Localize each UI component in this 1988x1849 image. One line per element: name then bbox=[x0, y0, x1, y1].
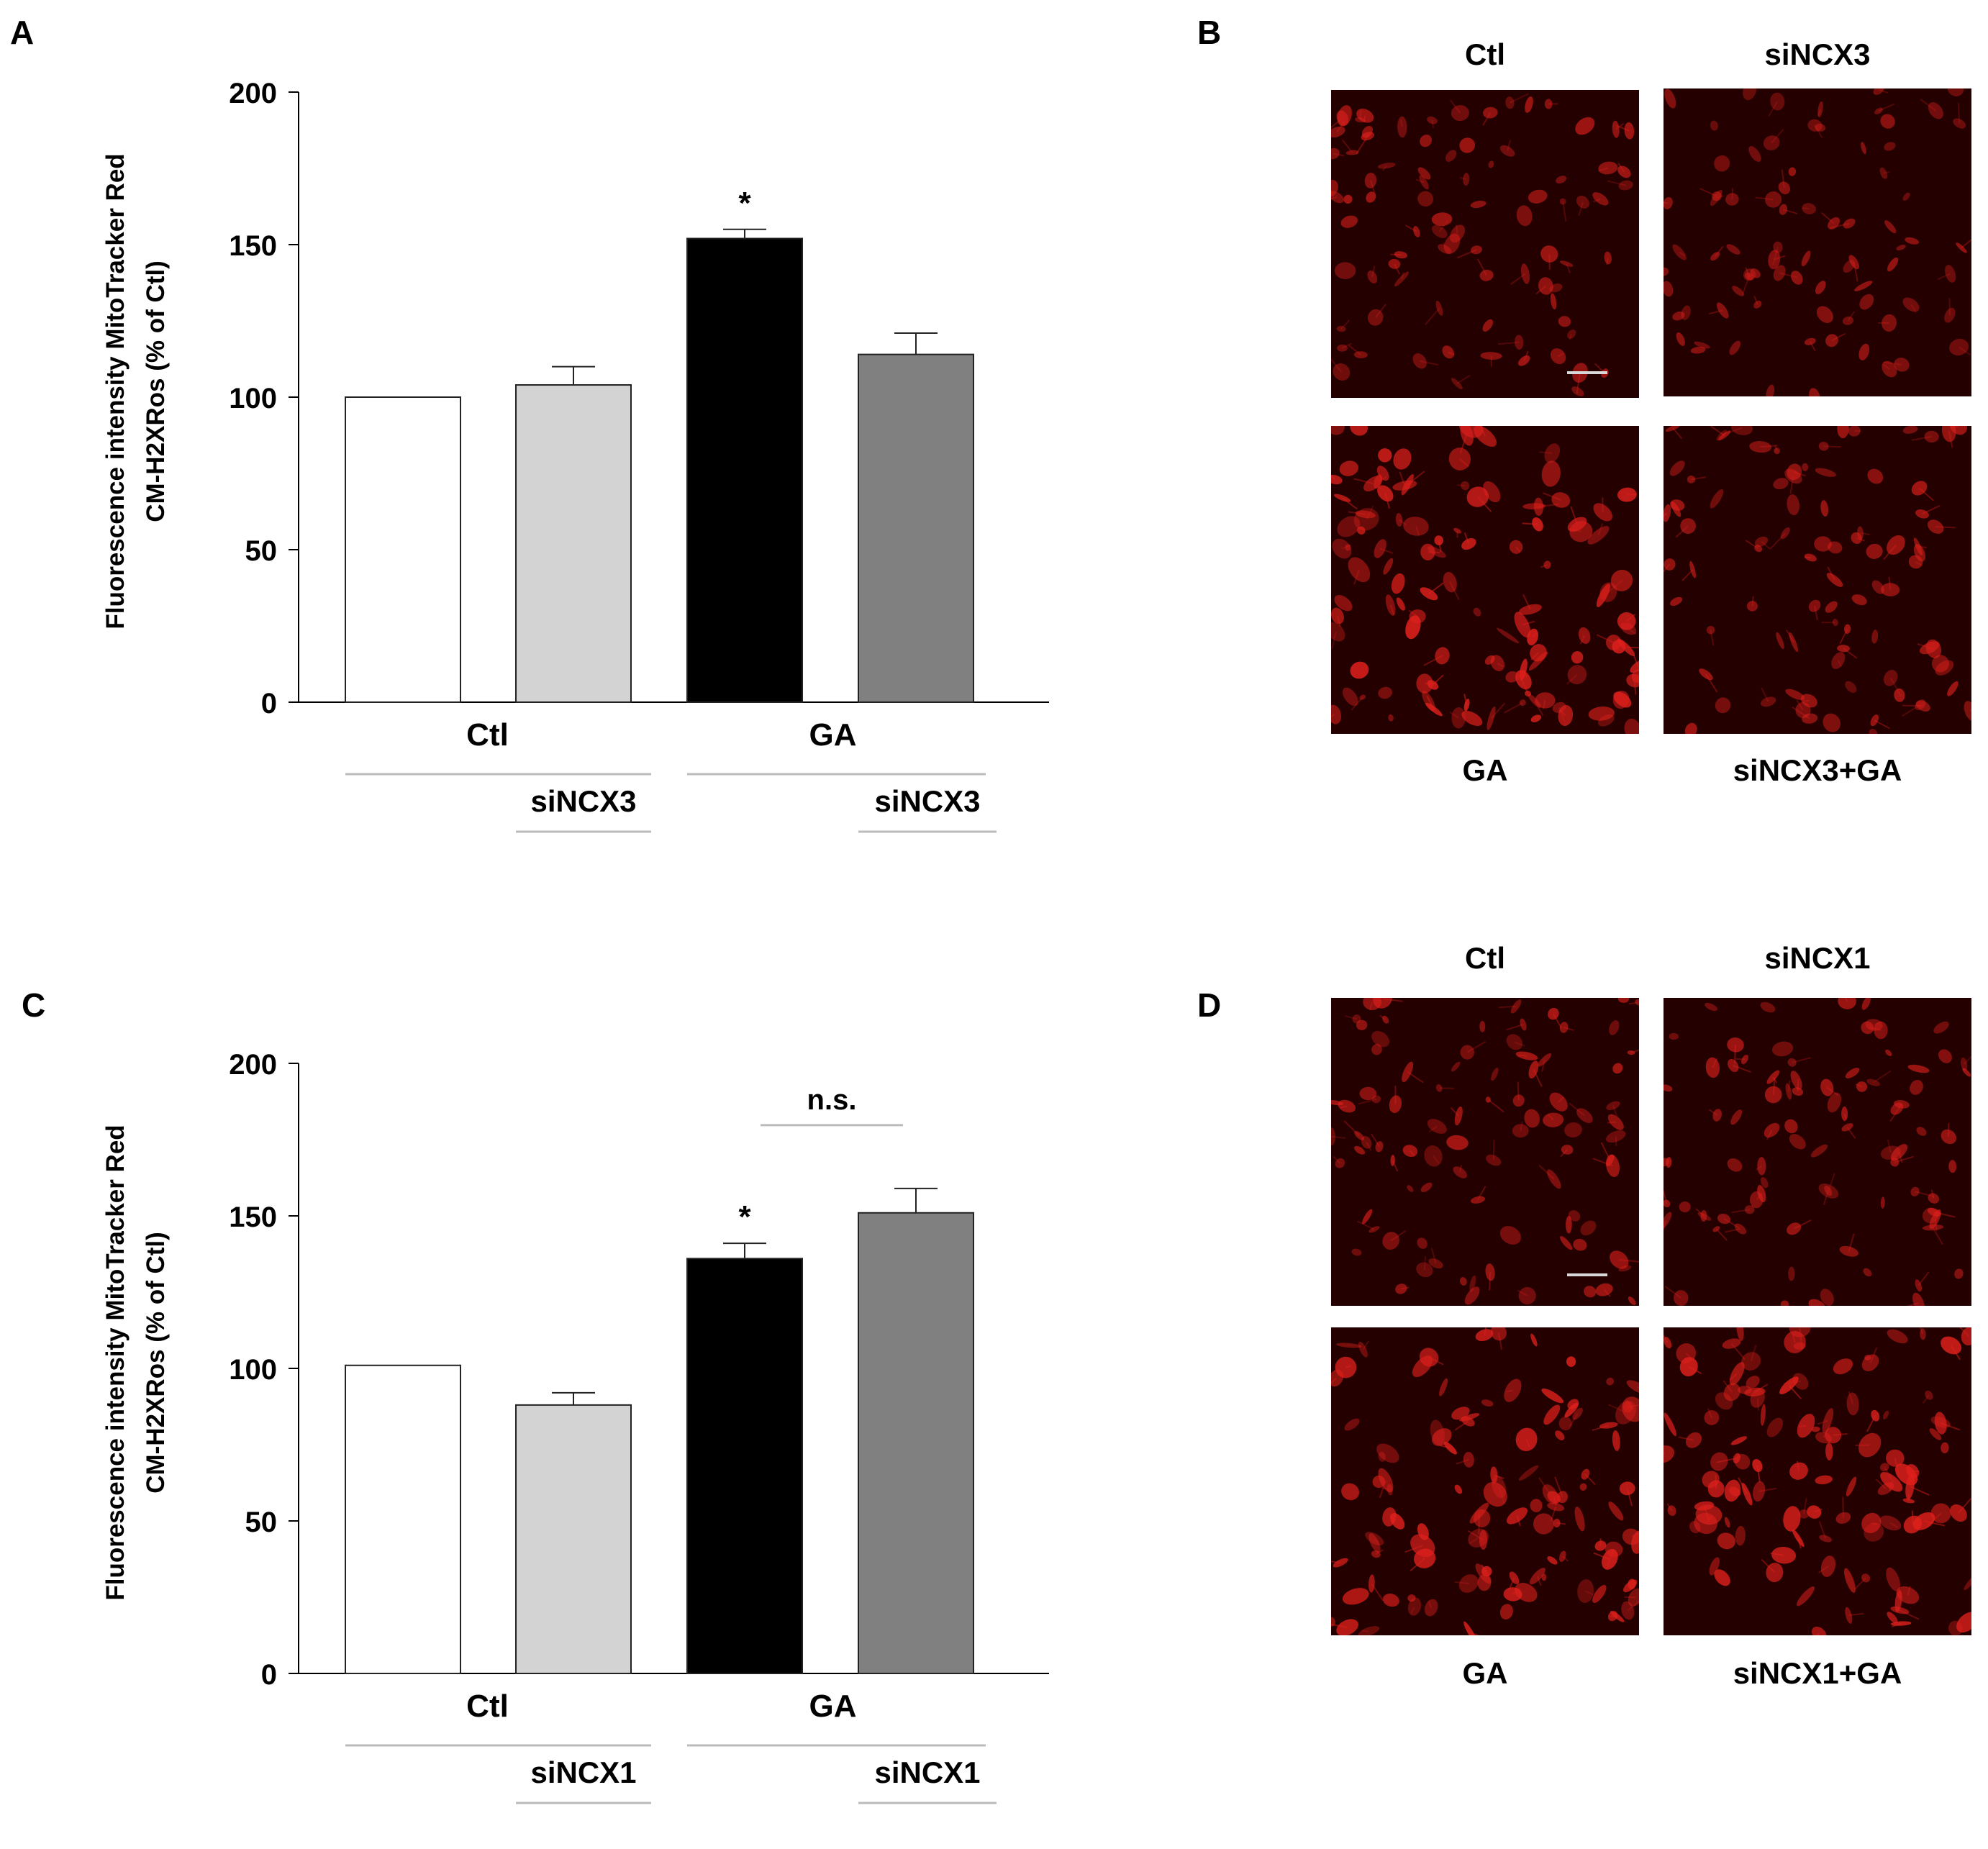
bar-3 bbox=[687, 1258, 802, 1673]
sub-label: siNCX3 bbox=[530, 784, 636, 818]
bar-2 bbox=[516, 385, 631, 702]
group-label-ctl: Ctl bbox=[466, 1689, 509, 1724]
bar-chart-c: 0 50 100 150 200 Fluorescence intensity MitoT… bbox=[0, 971, 1079, 1849]
significance-marker: * bbox=[738, 1199, 751, 1235]
group-label-ctl: Ctl bbox=[466, 717, 509, 753]
sub-label: siNCX3 bbox=[874, 784, 980, 818]
y-tick-label: 200 bbox=[229, 78, 277, 109]
bar-1 bbox=[345, 397, 460, 702]
cell-texture bbox=[1331, 90, 1639, 398]
micrograph-b-top-right-label: siNCX3 bbox=[1663, 37, 1972, 72]
scale-bar-d bbox=[1567, 1273, 1607, 1276]
micrograph-d-top-right-label: siNCX1 bbox=[1663, 941, 1972, 976]
y-tick-label: 200 bbox=[229, 1049, 277, 1081]
cell-texture bbox=[1664, 426, 1971, 734]
sub-label: siNCX1 bbox=[874, 1755, 980, 1789]
y-axis-label-line1: Fluorescence intensity MitoTracker Red bbox=[101, 1125, 130, 1600]
micrograph-d-si-ga bbox=[1664, 1327, 1971, 1635]
bar-1 bbox=[345, 1366, 460, 1673]
micrograph-d-ga bbox=[1331, 1327, 1639, 1635]
cell-texture bbox=[1664, 1327, 1971, 1635]
ns-bracket-label: n.s. bbox=[807, 1084, 857, 1116]
micrograph-b-si bbox=[1664, 88, 1971, 396]
y-tick-label: 50 bbox=[245, 535, 278, 567]
y-axis-label-line2: CM-H2XRos (% of Ctl) bbox=[142, 1232, 170, 1494]
panel-letter-d: D bbox=[1197, 986, 1221, 1025]
y-axis-label-line1: Fluorescence intensity MitoTracker Red bbox=[101, 153, 130, 629]
micrograph-d-ctl bbox=[1331, 998, 1639, 1306]
micrograph-b-ga bbox=[1331, 426, 1639, 734]
cell-texture bbox=[1664, 998, 1971, 1306]
micrograph-d-si bbox=[1664, 998, 1971, 1306]
micrograph-d-bottom-left-label: GA bbox=[1330, 1656, 1640, 1691]
panel-letter-b: B bbox=[1197, 13, 1221, 52]
scale-bar-b bbox=[1567, 371, 1607, 374]
micrograph-b-bottom-right-label: siNCX3+GA bbox=[1663, 753, 1972, 788]
y-tick-label: 0 bbox=[261, 688, 277, 719]
y-tick-label: 150 bbox=[229, 1201, 277, 1233]
y-tick-label: 150 bbox=[229, 230, 277, 262]
bar-2 bbox=[516, 1405, 631, 1673]
cell-texture bbox=[1331, 426, 1639, 734]
cell-texture bbox=[1331, 998, 1639, 1306]
micrograph-b-bottom-left-label: GA bbox=[1330, 753, 1640, 788]
bar-3 bbox=[687, 239, 802, 702]
y-tick-label: 0 bbox=[261, 1659, 277, 1691]
bar-chart-a: 0 50 100 150 200 Fluorescence intensity MitoT… bbox=[0, 0, 1079, 878]
bar-4 bbox=[858, 1213, 973, 1673]
micrograph-b-top-left-label: Ctl bbox=[1330, 37, 1640, 72]
y-tick-label: 50 bbox=[245, 1507, 278, 1538]
cell-texture bbox=[1331, 1327, 1639, 1635]
bar-4 bbox=[858, 355, 973, 702]
y-axis-label-line2: CM-H2XRos (% of Ctl) bbox=[142, 260, 170, 522]
group-label-ga: GA bbox=[809, 717, 857, 753]
group-label-ga: GA bbox=[809, 1689, 857, 1724]
significance-marker: * bbox=[738, 186, 751, 221]
sub-label: siNCX1 bbox=[530, 1755, 636, 1789]
cell-texture bbox=[1664, 88, 1971, 396]
y-tick-label: 100 bbox=[229, 383, 277, 414]
micrograph-d-bottom-right-label: siNCX1+GA bbox=[1663, 1656, 1972, 1691]
micrograph-b-si-ga bbox=[1664, 426, 1971, 734]
micrograph-b-ctl bbox=[1331, 90, 1639, 398]
y-tick-label: 100 bbox=[229, 1354, 277, 1386]
micrograph-d-top-left-label: Ctl bbox=[1330, 941, 1640, 976]
